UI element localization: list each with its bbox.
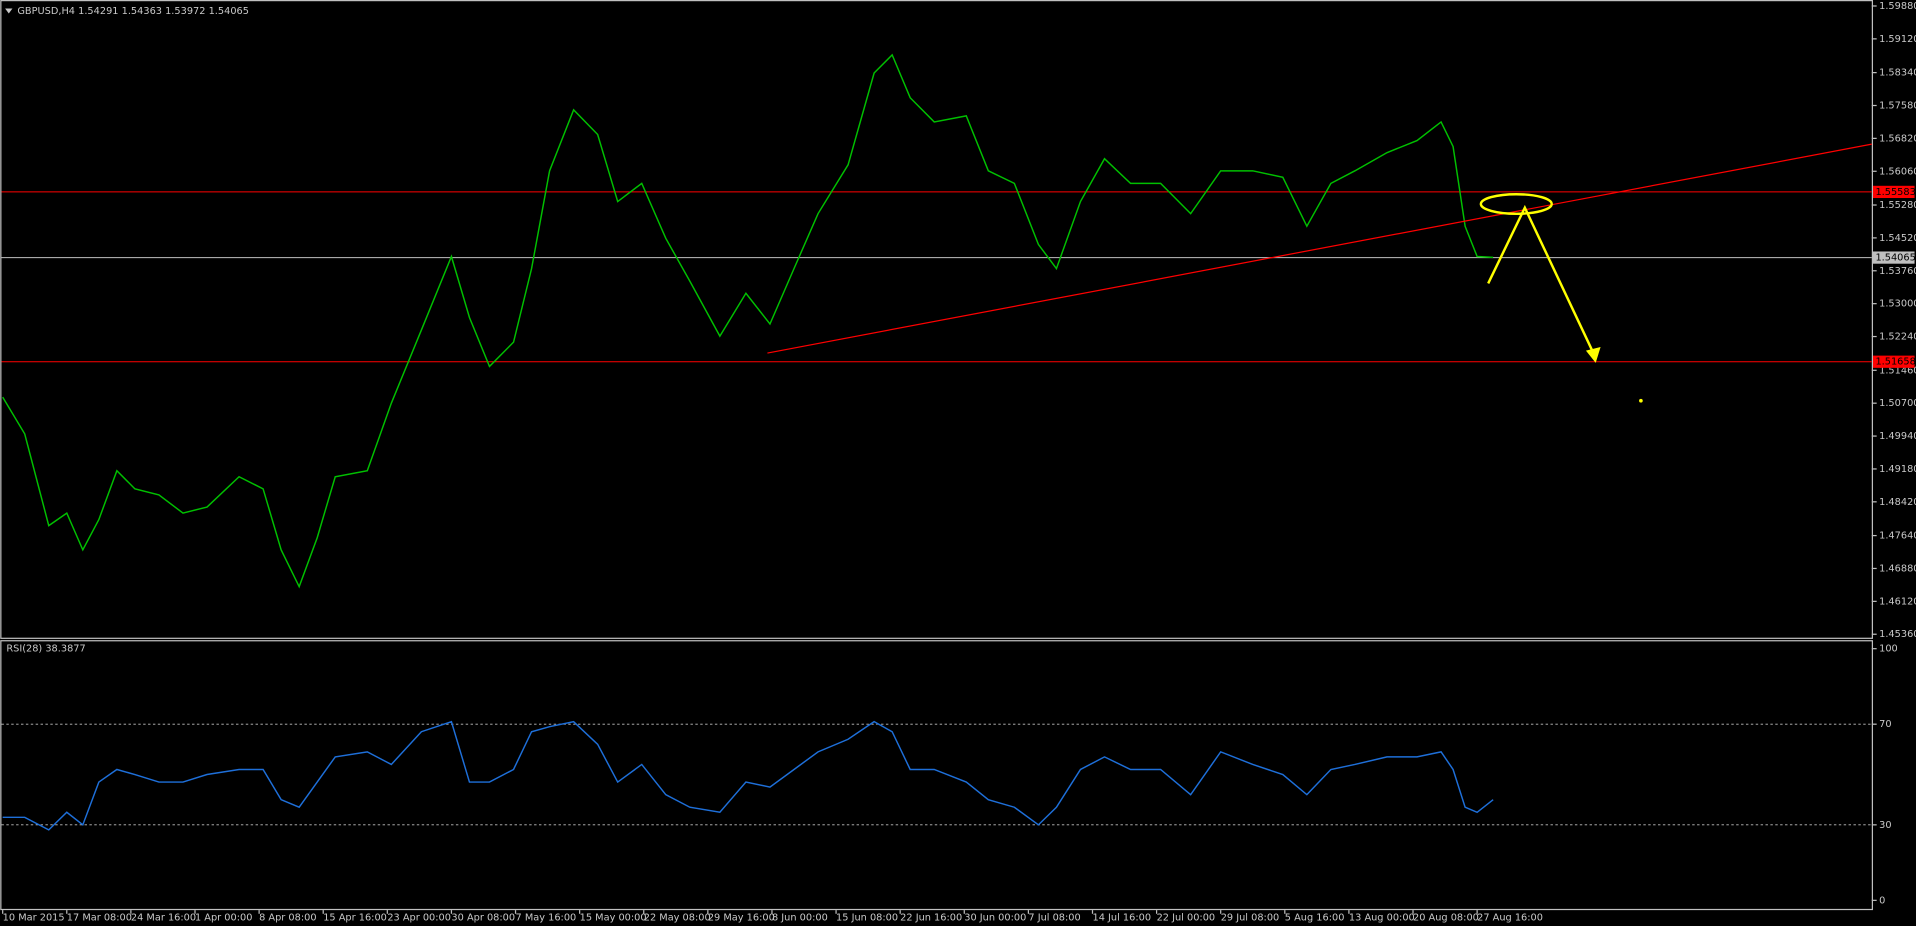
y-tick-label: 0 bbox=[1879, 895, 1885, 906]
trend-line bbox=[767, 143, 1872, 354]
y-tick-label: 1.56060 bbox=[1879, 166, 1916, 177]
y-tick-label: 30 bbox=[1879, 820, 1891, 831]
x-tick-label: 20 Aug 08:00 bbox=[1413, 912, 1479, 923]
y-tick-label: 1.46120 bbox=[1879, 596, 1916, 607]
x-tick-label: 30 Jun 00:00 bbox=[964, 912, 1026, 923]
x-tick-label: 7 May 16:00 bbox=[516, 912, 577, 923]
x-tick-label: 10 Mar 2015 bbox=[3, 912, 65, 923]
y-tick-label: 1.53000 bbox=[1879, 299, 1916, 310]
price-label: 1.55583 bbox=[1875, 187, 1915, 198]
chart-title: GBPUSD,H4 1.54291 1.54363 1.53972 1.5406… bbox=[17, 6, 249, 17]
x-tick-label: 23 Apr 00:00 bbox=[387, 912, 451, 923]
highlight-ellipse bbox=[1479, 193, 1553, 216]
y-tick-label: 1.55280 bbox=[1879, 200, 1916, 211]
series-line bbox=[2, 53, 1494, 589]
rsi-layer: 0 30 70 100 bbox=[1, 644, 1898, 906]
price-label-box bbox=[1873, 251, 1915, 264]
y-tick-label: 1.49940 bbox=[1879, 431, 1916, 442]
y-tick-label: 1.48420 bbox=[1879, 497, 1916, 508]
y-tick-label: 1.51460 bbox=[1879, 365, 1916, 376]
x-tick-label: 27 Aug 16:00 bbox=[1477, 912, 1543, 923]
series-line bbox=[2, 720, 1494, 831]
rsi-panel bbox=[0, 640, 1874, 911]
y-tick-label: 1.50700 bbox=[1879, 398, 1916, 409]
x-tick-label: 17 Mar 08:00 bbox=[67, 912, 132, 923]
menu-triangle bbox=[5, 8, 13, 14]
y-tick-label: 1.49180 bbox=[1879, 464, 1916, 475]
y-tick-label: 1.59120 bbox=[1879, 34, 1916, 45]
y-tick-label: 1.45360 bbox=[1879, 629, 1916, 640]
x-tick-label: 15 May 00:00 bbox=[580, 912, 647, 923]
y-tick-label: 1.47640 bbox=[1879, 531, 1916, 542]
y-tick-label: 1.52240 bbox=[1879, 332, 1916, 343]
price-label: 1.54065 bbox=[1875, 253, 1915, 264]
x-tick-label: 7 Jul 08:00 bbox=[1028, 912, 1080, 923]
y-tick-label: 1.56820 bbox=[1879, 133, 1916, 144]
x-tick-label: 22 Jun 16:00 bbox=[900, 912, 962, 923]
x-tick-label: 30 Apr 08:00 bbox=[451, 912, 515, 923]
rsi-title: RSI(28) 38.3877 bbox=[6, 644, 85, 655]
price-layer: 1.59880 1.59120 1.58340 1.57580 1.56820 1.560… bbox=[1, 1, 1916, 640]
x-tick-label: 29 May 16:00 bbox=[708, 912, 775, 923]
x-tick-label: 8 Jun 00:00 bbox=[772, 912, 828, 923]
arrow-head bbox=[1585, 346, 1601, 363]
x-tick-label: 14 Jul 16:00 bbox=[1092, 912, 1151, 923]
y-tick-label: 1.54520 bbox=[1879, 233, 1916, 244]
x-tick-label: 22 May 08:00 bbox=[644, 912, 711, 923]
y-tick-label: 1.59880 bbox=[1879, 1, 1916, 12]
y-tick-label: 1.53760 bbox=[1879, 266, 1916, 277]
marker-dot bbox=[1639, 398, 1643, 403]
x-tick-label: 29 Jul 08:00 bbox=[1221, 912, 1280, 923]
x-tick-label: 24 Mar 16:00 bbox=[131, 912, 196, 923]
price-label: 1.51658 bbox=[1875, 357, 1915, 368]
price-label-box bbox=[1873, 355, 1915, 368]
x-tick-label: 15 Jun 08:00 bbox=[836, 912, 898, 923]
y-tick-label: 1.57580 bbox=[1879, 100, 1916, 111]
x-tick-label: 5 Aug 16:00 bbox=[1285, 912, 1345, 923]
price-label-box bbox=[1873, 185, 1915, 199]
x-tick-label: 15 Apr 16:00 bbox=[323, 912, 387, 923]
y-tick-label: 1.46880 bbox=[1879, 563, 1916, 574]
y-tick-label: 70 bbox=[1879, 719, 1891, 730]
x-tick-label: 13 Aug 00:00 bbox=[1349, 912, 1415, 923]
price-panel bbox=[0, 0, 1874, 639]
forecast-arrow bbox=[1487, 204, 1597, 359]
x-tick-label: 1 Apr 00:00 bbox=[195, 912, 252, 923]
y-tick-label: 1.58340 bbox=[1879, 68, 1916, 79]
x-tick-label: 22 Jul 00:00 bbox=[1157, 912, 1216, 923]
x-tick-label: 8 Apr 08:00 bbox=[259, 912, 316, 923]
y-tick-label: 100 bbox=[1879, 644, 1898, 655]
